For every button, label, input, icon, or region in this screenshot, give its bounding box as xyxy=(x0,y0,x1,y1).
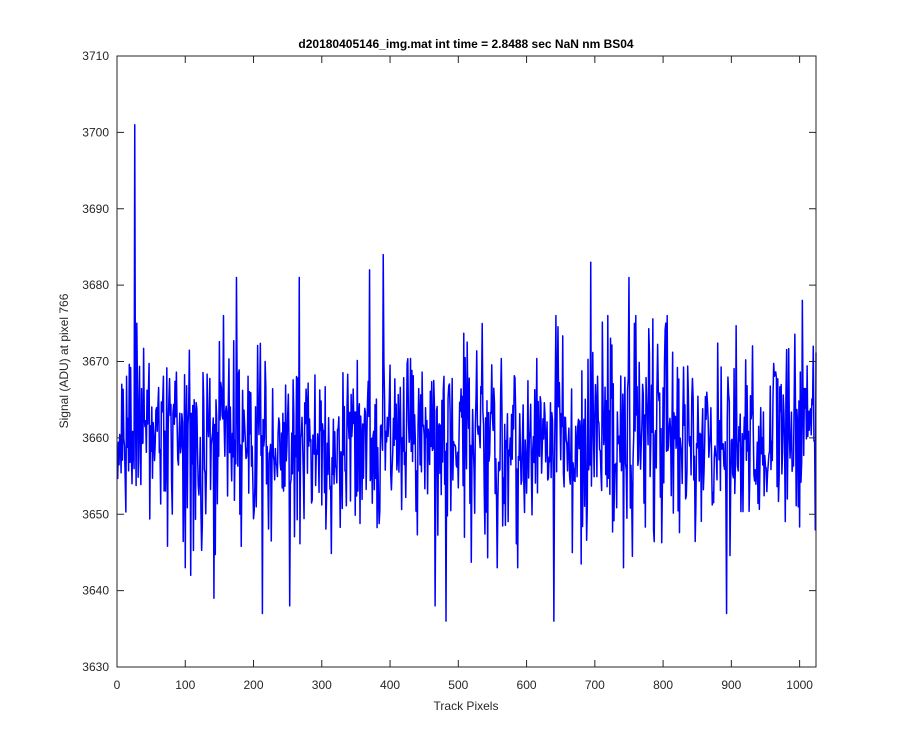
x-tick-label: 300 xyxy=(312,678,332,692)
y-tick-label: 3710 xyxy=(82,49,109,63)
x-tick-label: 400 xyxy=(380,678,400,692)
y-axis-ticks: 3630 3640 3650 3660 3670 3680 3690 3700 3710 xyxy=(82,49,816,674)
y-tick-label: 3660 xyxy=(82,431,109,445)
y-tick-label: 3630 xyxy=(82,660,109,674)
x-tick-label: 800 xyxy=(653,678,673,692)
series-layer xyxy=(116,123,817,622)
x-axis-label: Track Pixels xyxy=(434,699,499,713)
x-tick-label: 900 xyxy=(721,678,741,692)
x-tick-label: 700 xyxy=(585,678,605,692)
x-tick-label: 200 xyxy=(244,678,264,692)
x-tick-label: 1000 xyxy=(786,678,813,692)
x-tick-label: 100 xyxy=(175,678,195,692)
x-axis-ticks: 0 100 200 300 400 500 600 700 800 900 1000 xyxy=(114,56,813,692)
y-tick-label: 3700 xyxy=(82,125,109,139)
y-tick-label: 3680 xyxy=(82,278,109,292)
y-axis-label: Signal (ADU) at pixel 766 xyxy=(57,293,71,428)
y-tick-label: 3690 xyxy=(82,202,109,216)
y-tick-label: 3670 xyxy=(82,355,109,369)
x-tick-label: 500 xyxy=(448,678,468,692)
y-tick-label: 3640 xyxy=(82,584,109,598)
chart-title: d20180405146_img.mat int time = 2.8488 s… xyxy=(298,37,634,51)
signal-line-series xyxy=(116,123,817,622)
y-tick-label: 3650 xyxy=(82,507,109,521)
x-tick-label: 0 xyxy=(114,678,121,692)
x-tick-label: 600 xyxy=(517,678,537,692)
